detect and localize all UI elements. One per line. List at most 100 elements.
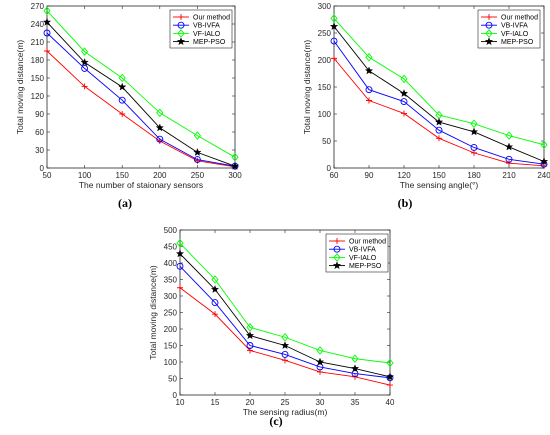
data-point <box>330 14 338 23</box>
data-point <box>330 37 338 45</box>
y-tick-label: 30 <box>35 146 44 155</box>
legend-label: VB-IVFA <box>501 23 528 30</box>
data-point <box>118 96 126 104</box>
legend-marker <box>332 261 342 270</box>
data-point <box>118 82 127 91</box>
data-point <box>118 73 126 83</box>
legend-box <box>477 9 541 49</box>
chart-c: 0 50 100 150 200 250 300 350 400 450 500 10 15 20 25 30… <box>148 226 395 417</box>
x-tick-label: 100 <box>78 171 92 180</box>
y-tick-label: 350 <box>164 275 178 284</box>
data-point <box>43 6 51 16</box>
series-line <box>179 242 391 364</box>
series-mep-pso <box>329 22 549 166</box>
data-point <box>155 123 164 132</box>
data-point <box>316 346 324 355</box>
x-tick-label: 150 <box>432 171 446 180</box>
series-line <box>46 21 236 167</box>
data-point <box>231 152 239 162</box>
legend-marker <box>485 29 493 38</box>
series-line <box>46 32 236 167</box>
series-our-method <box>331 55 547 169</box>
x-tick-label: 120 <box>397 171 411 180</box>
y-tick-label: 60 <box>35 128 44 137</box>
data-point <box>365 52 373 62</box>
x-tick-label: 20 <box>246 398 255 407</box>
series-line <box>333 40 545 165</box>
data-point <box>156 108 164 118</box>
data-point <box>329 22 339 31</box>
data-point <box>365 86 373 94</box>
series-vf-ialo <box>43 6 239 162</box>
y-tick-label: 0 <box>173 391 178 400</box>
legend-marker <box>178 14 184 20</box>
data-point <box>43 29 51 37</box>
series-line <box>179 265 391 379</box>
data-point <box>469 127 479 136</box>
data-point <box>386 358 394 368</box>
series-vf-ialo <box>176 238 394 368</box>
legend-marker <box>334 238 340 244</box>
legend-label: Our method <box>349 238 386 245</box>
data-point <box>176 238 184 248</box>
series-line <box>46 10 236 158</box>
y-tick-label: 400 <box>164 259 178 268</box>
legend-label: VF-IALO <box>349 255 377 262</box>
y-tick-label: 180 <box>31 56 45 65</box>
data-point <box>81 64 89 72</box>
y-tick-label: 150 <box>164 341 178 350</box>
y-tick-label: 270 <box>31 2 45 11</box>
y-tick-label: 0 <box>327 164 332 173</box>
data-point <box>401 110 407 117</box>
data-point <box>193 131 201 140</box>
series-mep-pso <box>175 249 395 381</box>
data-point <box>400 98 408 106</box>
x-tick-label: 250 <box>191 171 205 180</box>
legend-label: VB-IVFA <box>193 23 220 30</box>
data-point <box>504 142 514 151</box>
legend-marker <box>485 21 493 29</box>
x-tick-label: 60 <box>330 171 339 180</box>
x-tick-label: 30 <box>316 398 325 407</box>
data-point <box>351 354 359 364</box>
legend-marker <box>333 245 341 253</box>
data-point <box>245 331 255 340</box>
data-point <box>246 323 254 332</box>
data-point <box>399 89 409 98</box>
y-tick-label: 120 <box>31 92 45 101</box>
data-point <box>470 119 478 129</box>
x-tick-label: 180 <box>467 171 481 180</box>
legend-marker <box>484 37 494 46</box>
y-tick-label: 210 <box>31 38 45 47</box>
legend-label: MEP-PSO <box>501 39 534 46</box>
data-point <box>80 58 89 66</box>
data-point <box>385 372 395 381</box>
data-point <box>366 97 372 104</box>
x-axis-title: The number of staionary sensors <box>79 180 203 190</box>
data-point <box>211 275 219 284</box>
y-tick-label: 250 <box>164 308 178 317</box>
panel-label-b: (b) <box>398 196 413 210</box>
y-tick-label: 240 <box>31 20 45 29</box>
data-point <box>400 74 408 84</box>
legend-label: VB-IVFA <box>349 247 376 254</box>
x-tick-label: 200 <box>153 171 167 180</box>
data-point <box>387 382 393 389</box>
data-point <box>175 249 185 258</box>
series-line <box>46 50 236 168</box>
x-axis-title: The sensing radius(m) <box>243 407 328 417</box>
data-point <box>539 157 549 166</box>
y-tick-label: 50 <box>322 137 331 146</box>
x-tick-label: 50 <box>43 171 52 180</box>
y-tick-label: 200 <box>318 56 332 65</box>
x-tick-label: 210 <box>502 171 516 180</box>
y-tick-label: 150 <box>31 74 45 83</box>
legend-label: Our method <box>193 14 230 21</box>
x-tick-label: 15 <box>211 398 220 407</box>
y-tick-label: 200 <box>164 325 178 334</box>
x-axis-title: The sensing angle(°) <box>400 180 479 190</box>
legend-label: MEP-PSO <box>193 39 226 46</box>
series-mep-pso <box>42 17 240 170</box>
data-point <box>81 83 88 90</box>
